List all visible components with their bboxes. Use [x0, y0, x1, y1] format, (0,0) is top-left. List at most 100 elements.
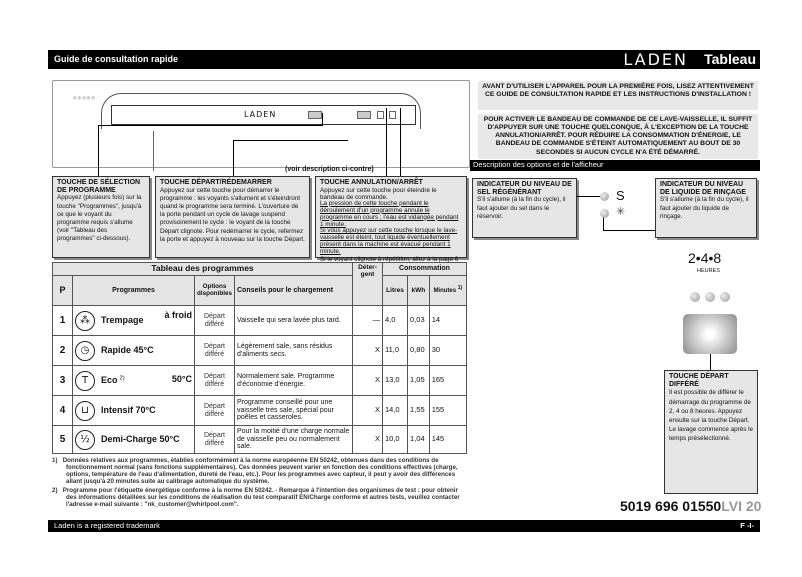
program-kwh: 1,04 [407, 425, 430, 454]
program-number: 4 [52, 395, 73, 426]
program-detergent: X [352, 335, 383, 366]
connector-line [322, 113, 323, 126]
program-advice: Normalement sale. Programme d'économie d… [234, 365, 353, 396]
program-advice: Légèrement sale, sans résidus d'aliments… [234, 335, 353, 366]
col-litres: Litres [381, 275, 409, 306]
callout-salt-indicator: INDICATEUR DU NIVEAU DE SEL RÉGÉNÉRANT S'… [472, 178, 577, 238]
page-title: Guide de consultation rapide [54, 54, 179, 64]
program-detergent: X [352, 425, 383, 454]
program-detergent: X [352, 365, 383, 396]
program-advice: Programme conseillé pour une vaisselle t… [234, 395, 353, 426]
program-note: 2) [119, 375, 125, 382]
half-load-icon: ½ [75, 429, 95, 450]
program-cell: ⊔ Intensif 70°C [72, 395, 195, 426]
notice-activation: POUR ACTIVER LE BANDEAU DE COMMANDE DE C… [478, 114, 758, 159]
col-consumption: Consommation [382, 262, 467, 276]
connector-line [98, 125, 322, 126]
table-title: Tableau des programmes [52, 262, 353, 276]
program-name: Trempage [101, 314, 144, 325]
program-minutes: 14 [428, 305, 468, 336]
program-name: Eco [101, 374, 118, 385]
delay-hours: 2•4•8 [688, 250, 722, 266]
callout-delay-start: TOUCHE DÉPART DIFFÉRÉ Il est possible de … [664, 370, 758, 494]
footnote: 2) Programme pour l'étiquette énergétiqu… [52, 486, 460, 508]
callout-program-select: TOUCHE DE SÉLECTION DE PROGRAMME Appuyez … [52, 176, 150, 258]
program-cell: ◷ Rapide 45°C [72, 335, 195, 366]
clock-icon: ◷ [75, 340, 95, 361]
panel-delay-button[interactable] [357, 111, 371, 119]
delay-led [720, 292, 730, 302]
col-advice: Conseils pour le chargement [234, 275, 353, 306]
header-bar: Guide de consultation rapide LADEN Table… [48, 50, 760, 69]
footer-bar: Laden is a registered trademark F -I- [48, 520, 760, 532]
table-row: 5 ½ Demi-Charge 50°C Départ différé Pour l… [52, 425, 468, 454]
table-row: 2 ◷ Rapide 45°C Départ différé Légèrement … [52, 335, 468, 366]
page-number: F -I- [740, 521, 754, 530]
notice-first-use: AVANT D'UTILISER L'APPAREIL POUR LA PREM… [478, 81, 758, 110]
col-detergent: Déter-gent [352, 262, 383, 306]
program-name: Demi-Charge 50°C [101, 433, 180, 444]
connector-line [603, 216, 604, 231]
program-option: Départ différé [194, 335, 235, 366]
program-number: 2 [52, 335, 73, 366]
program-detergent: — [352, 305, 383, 336]
program-option: Départ différé [194, 425, 235, 454]
col-minutes: Minutes 1) [428, 275, 468, 306]
connector-line [577, 196, 601, 197]
program-number: 1 [52, 305, 73, 336]
footnotes: 1) Données relatives aux programmes, éta… [52, 457, 467, 508]
section-title: Tableau [704, 51, 756, 67]
hours-label: HEURES [697, 268, 720, 274]
connector-line [386, 108, 387, 176]
program-litres: 11,0 [381, 335, 409, 366]
options-title: Description des options et de l'afficheu… [470, 160, 760, 171]
callout-cancel-stop: TOUCHE ANNULATION/ARRÊT Appuyez sur cette… [315, 176, 467, 270]
panel-program-button[interactable] [308, 111, 322, 119]
programs-table: Tableau des programmes Déter-gent Consomma… [52, 262, 468, 454]
program-kwh: 1,05 [407, 365, 430, 396]
program-name: Rapide 45°C [101, 344, 154, 355]
rinse-aid-icon: ✳ [616, 205, 626, 218]
panel-front: LADEN [111, 105, 416, 125]
program-litres: 14,0 [381, 395, 409, 426]
program-kwh: 0,80 [407, 335, 430, 366]
program-suffix: à froid [164, 309, 192, 320]
program-detergent: X [352, 395, 383, 426]
see-description-note: (voir description ci-contre) [285, 166, 374, 173]
program-minutes: 30 [428, 335, 468, 366]
soak-icon: ⁂ [75, 310, 95, 331]
program-cell: ⁂ Trempage à froid [72, 305, 195, 336]
salt-led [600, 192, 609, 201]
programs-section: Tableau des programmes Déter-gent Consomma… [52, 262, 468, 509]
panel-start-button[interactable] [377, 111, 384, 119]
panel-program-icons: ◎ ◎ ◎ ◎ ◎ [73, 95, 95, 100]
panel-cancel-button[interactable] [389, 111, 396, 119]
pot-icon: ⊔ [75, 400, 95, 421]
connector-line [400, 108, 401, 176]
connector-line [710, 354, 711, 371]
program-suffix: 50°C [171, 373, 192, 384]
control-panel-diagram: LADEN ◎ ◎ ◎ ◎ ◎ [52, 80, 470, 171]
connector-line [233, 140, 234, 176]
delay-led [705, 292, 715, 302]
delay-start-button[interactable] [683, 314, 737, 354]
program-litres: 13,0 [381, 365, 409, 396]
product-code: 5019 696 01550LVI 20 [620, 498, 762, 514]
connector-line [603, 230, 655, 231]
program-option: Départ différé [194, 395, 235, 426]
program-minutes: 145 [428, 425, 468, 454]
program-option: Départ différé [194, 365, 235, 396]
table-row: 1 ⁂ Trempage à froid Départ différé Vaissel… [52, 305, 468, 336]
table-row: 4 ⊔ Intensif 70°C Départ différé Programme… [52, 395, 468, 426]
panel-divider [153, 131, 154, 171]
program-cell: ½ Demi-Charge 50°C [72, 425, 195, 454]
col-options: Options disponibles [194, 275, 235, 306]
table-row: 3 T Eco 2) 50°C Départ différé Normalement … [52, 365, 468, 396]
rinse-led [600, 209, 609, 218]
program-minutes: 155 [428, 395, 468, 426]
program-option: Départ différé [194, 305, 235, 336]
program-advice: Vaisselle qui sera lavée plus tard. [234, 305, 353, 336]
program-name: Intensif 70°C [101, 404, 156, 415]
eco-icon: T [75, 370, 95, 391]
col-programmes: Programmes [72, 275, 195, 306]
